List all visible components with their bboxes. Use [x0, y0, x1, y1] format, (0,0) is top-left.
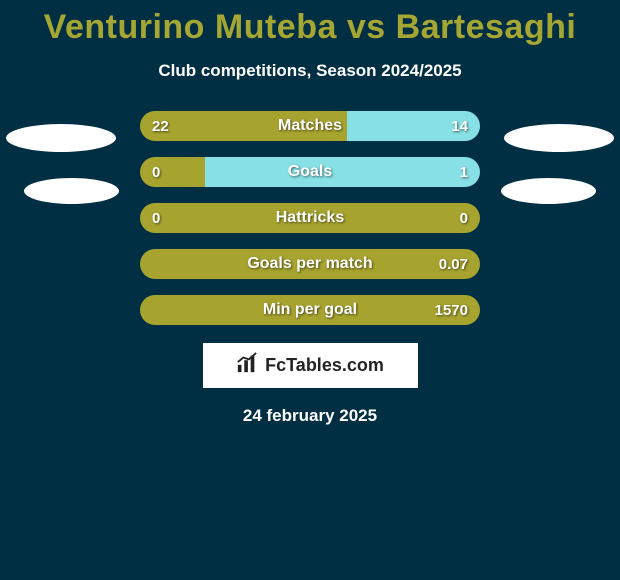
player-left-avatar-2 — [24, 178, 119, 204]
subtitle: Club competitions, Season 2024/2025 — [0, 61, 620, 81]
source-badge: FcTables.com — [203, 343, 418, 388]
stat-row: Hattricks00 — [140, 203, 480, 233]
stat-bar-left — [140, 203, 480, 233]
stat-row: Goals01 — [140, 157, 480, 187]
stat-row: Min per goal1570 — [140, 295, 480, 325]
stats-rows: Matches2214 Goals01 Hattricks00 Goals per m… — [140, 111, 480, 325]
date-text: 24 february 2025 — [0, 406, 620, 426]
player-right-avatar-1 — [504, 124, 614, 152]
player-left-avatar-1 — [6, 124, 116, 152]
source-badge-text: FcTables.com — [265, 355, 384, 376]
page-title: Venturino Muteba vs Bartesaghi — [0, 0, 620, 47]
player-right-avatar-2 — [501, 178, 596, 204]
stat-bar-right — [205, 157, 480, 187]
stat-bar-right — [347, 111, 480, 141]
bar-chart-icon — [236, 352, 258, 379]
stat-bar-left — [140, 249, 480, 279]
stat-row: Goals per match0.07 — [140, 249, 480, 279]
stat-row: Matches2214 — [140, 111, 480, 141]
stat-bar-left — [140, 295, 480, 325]
stat-bar-left — [140, 111, 347, 141]
stat-bar-left — [140, 157, 205, 187]
